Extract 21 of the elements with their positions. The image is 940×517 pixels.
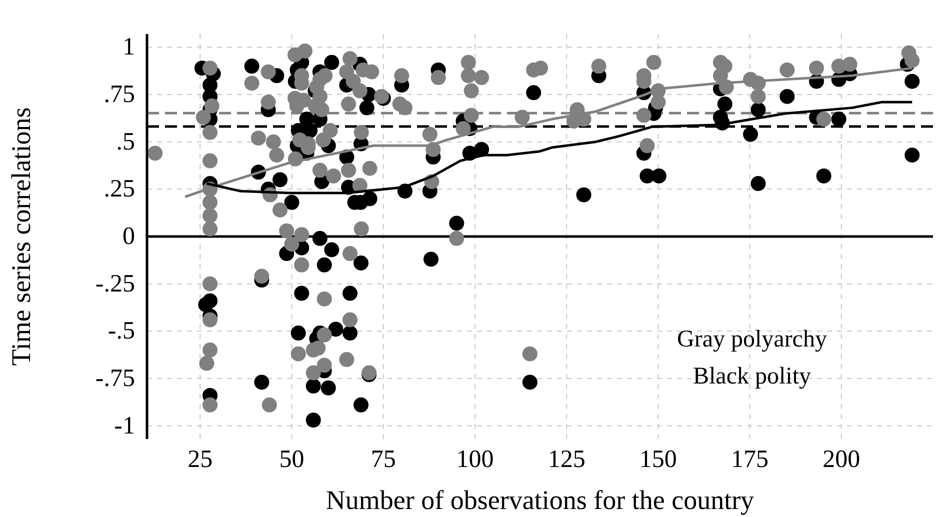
y-axis-title: Time series correlations — [6, 107, 36, 366]
x-tick-label: 175 — [731, 446, 769, 473]
y-tick-label: -1 — [114, 412, 135, 440]
x-tick-label: 150 — [639, 446, 677, 473]
x-tick-label: 100 — [456, 446, 494, 473]
x-tick-label: 200 — [822, 446, 860, 473]
x-tick-label: 25 — [188, 446, 213, 473]
y-tick-label: 1 — [122, 34, 135, 61]
annotation: Black polity — [693, 363, 811, 390]
x-tick-label: 75 — [370, 446, 396, 473]
y-tick-label: -.25 — [95, 270, 135, 298]
x-axis-title: Number of observations for the country — [326, 485, 755, 515]
y-tick-label: 0 — [122, 223, 135, 250]
annotation: Gray polyarchy — [677, 326, 827, 352]
y-tick-label: .5 — [116, 128, 135, 156]
y-tick-label: .25 — [104, 176, 135, 203]
y-tick-label: .75 — [104, 81, 135, 108]
x-tick-label: 125 — [548, 446, 586, 473]
y-tick-label: -.5 — [108, 318, 135, 345]
y-tick-label: -.75 — [95, 364, 135, 392]
x-tick-label: 50 — [279, 446, 304, 473]
